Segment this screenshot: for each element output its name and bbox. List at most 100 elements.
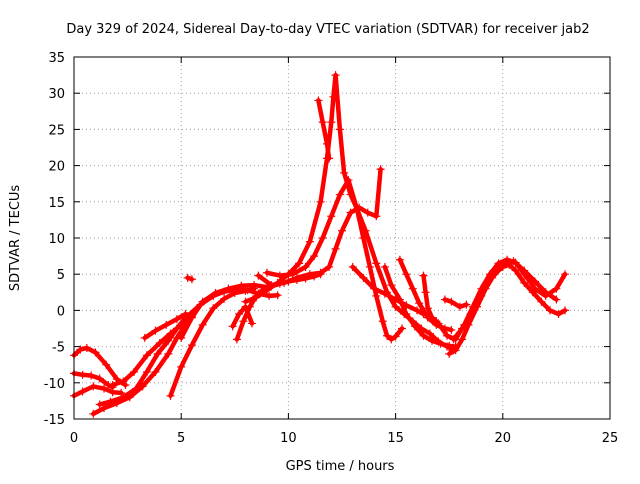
- data-point: [376, 165, 385, 174]
- data-point: [89, 382, 98, 391]
- data-point: [100, 384, 109, 393]
- data-point: [359, 273, 368, 282]
- data-point: [395, 255, 404, 264]
- data-point: [119, 377, 128, 386]
- data-point: [387, 335, 396, 344]
- data-point: [378, 317, 387, 326]
- data-series-arc-18: [348, 262, 428, 319]
- y-tick-label: 5: [57, 268, 65, 283]
- data-point: [541, 288, 550, 297]
- data-point: [428, 336, 437, 345]
- data-point: [164, 349, 173, 358]
- data-point: [428, 313, 437, 322]
- data-point: [447, 297, 456, 306]
- data-point: [329, 92, 338, 101]
- data-point: [318, 234, 327, 242]
- data-point: [372, 212, 381, 221]
- data-point: [447, 325, 456, 334]
- data-point: [410, 322, 419, 331]
- data-point: [228, 322, 237, 331]
- data-point: [436, 339, 445, 348]
- y-tick-label: 20: [48, 160, 65, 175]
- y-tick-label: 15: [48, 196, 65, 211]
- series-line: [442, 297, 469, 310]
- data-point: [220, 287, 229, 296]
- data-point: [423, 304, 432, 313]
- data-point: [419, 331, 428, 340]
- data-series-arc-07: [140, 310, 190, 342]
- data-point: [462, 300, 471, 309]
- data-series-arc-17: [262, 176, 407, 344]
- data-point: [82, 344, 91, 353]
- data-series-arc-24: [449, 257, 561, 344]
- series-line: [230, 304, 255, 329]
- data-point: [235, 310, 244, 319]
- data-point: [466, 310, 475, 319]
- data-point: [209, 304, 218, 313]
- data-point: [425, 329, 434, 338]
- chart-title: Day 329 of 2024, Sidereal Day-to-day VTE…: [66, 22, 589, 37]
- data-series-arc-25: [440, 295, 471, 311]
- data-point: [132, 384, 141, 393]
- data-point: [265, 291, 274, 300]
- y-tick-label: 35: [48, 51, 65, 66]
- data-point: [295, 259, 304, 268]
- series-line: [382, 264, 458, 349]
- data-point: [232, 335, 241, 344]
- data-point: [520, 278, 529, 287]
- data-point: [239, 317, 248, 326]
- data-point: [250, 281, 259, 290]
- data-point: [509, 257, 518, 266]
- data-point: [183, 312, 192, 321]
- data-point: [372, 291, 381, 300]
- data-point: [142, 367, 151, 376]
- data-point: [108, 388, 117, 397]
- data-point: [241, 297, 250, 306]
- data-series-arc-11: [183, 273, 196, 284]
- data-point: [387, 281, 396, 290]
- x-tick-label: 5: [177, 431, 185, 446]
- y-tick-label: 10: [48, 232, 65, 247]
- data-point: [119, 393, 128, 402]
- data-point: [325, 262, 334, 271]
- data-point: [232, 285, 241, 294]
- data-point: [177, 333, 186, 342]
- series-line: [256, 166, 383, 288]
- data-point: [331, 244, 340, 253]
- y-tick-label: -5: [52, 341, 65, 356]
- data-point: [327, 212, 336, 221]
- data-point: [554, 310, 563, 319]
- x-tick-label: 25: [602, 431, 619, 446]
- data-point: [348, 262, 357, 271]
- y-tick-label: 25: [48, 123, 65, 138]
- data-point: [402, 310, 411, 319]
- data-point: [391, 302, 400, 311]
- data-point: [477, 291, 486, 300]
- data-point: [318, 118, 327, 127]
- data-point: [164, 336, 173, 345]
- data-point: [252, 293, 261, 302]
- data-point: [325, 154, 334, 163]
- data-point: [177, 362, 186, 371]
- series-line: [316, 98, 332, 161]
- data-point: [530, 284, 539, 293]
- data-series-arc-15: [314, 96, 334, 163]
- y-tick-label: 30: [48, 87, 65, 102]
- data-series-arc-03: [70, 382, 126, 400]
- data-point: [335, 125, 344, 134]
- data-point: [458, 324, 467, 333]
- series-line: [168, 286, 257, 399]
- data-point: [243, 286, 252, 295]
- data-point: [421, 288, 430, 297]
- grid: [74, 57, 610, 419]
- series-layer: [70, 71, 569, 418]
- data-point: [288, 270, 297, 279]
- data-point: [398, 324, 407, 333]
- data-point: [106, 397, 115, 406]
- y-tick-label: 0: [57, 304, 65, 319]
- data-point: [198, 320, 207, 329]
- data-point: [183, 273, 192, 282]
- data-point: [322, 139, 331, 148]
